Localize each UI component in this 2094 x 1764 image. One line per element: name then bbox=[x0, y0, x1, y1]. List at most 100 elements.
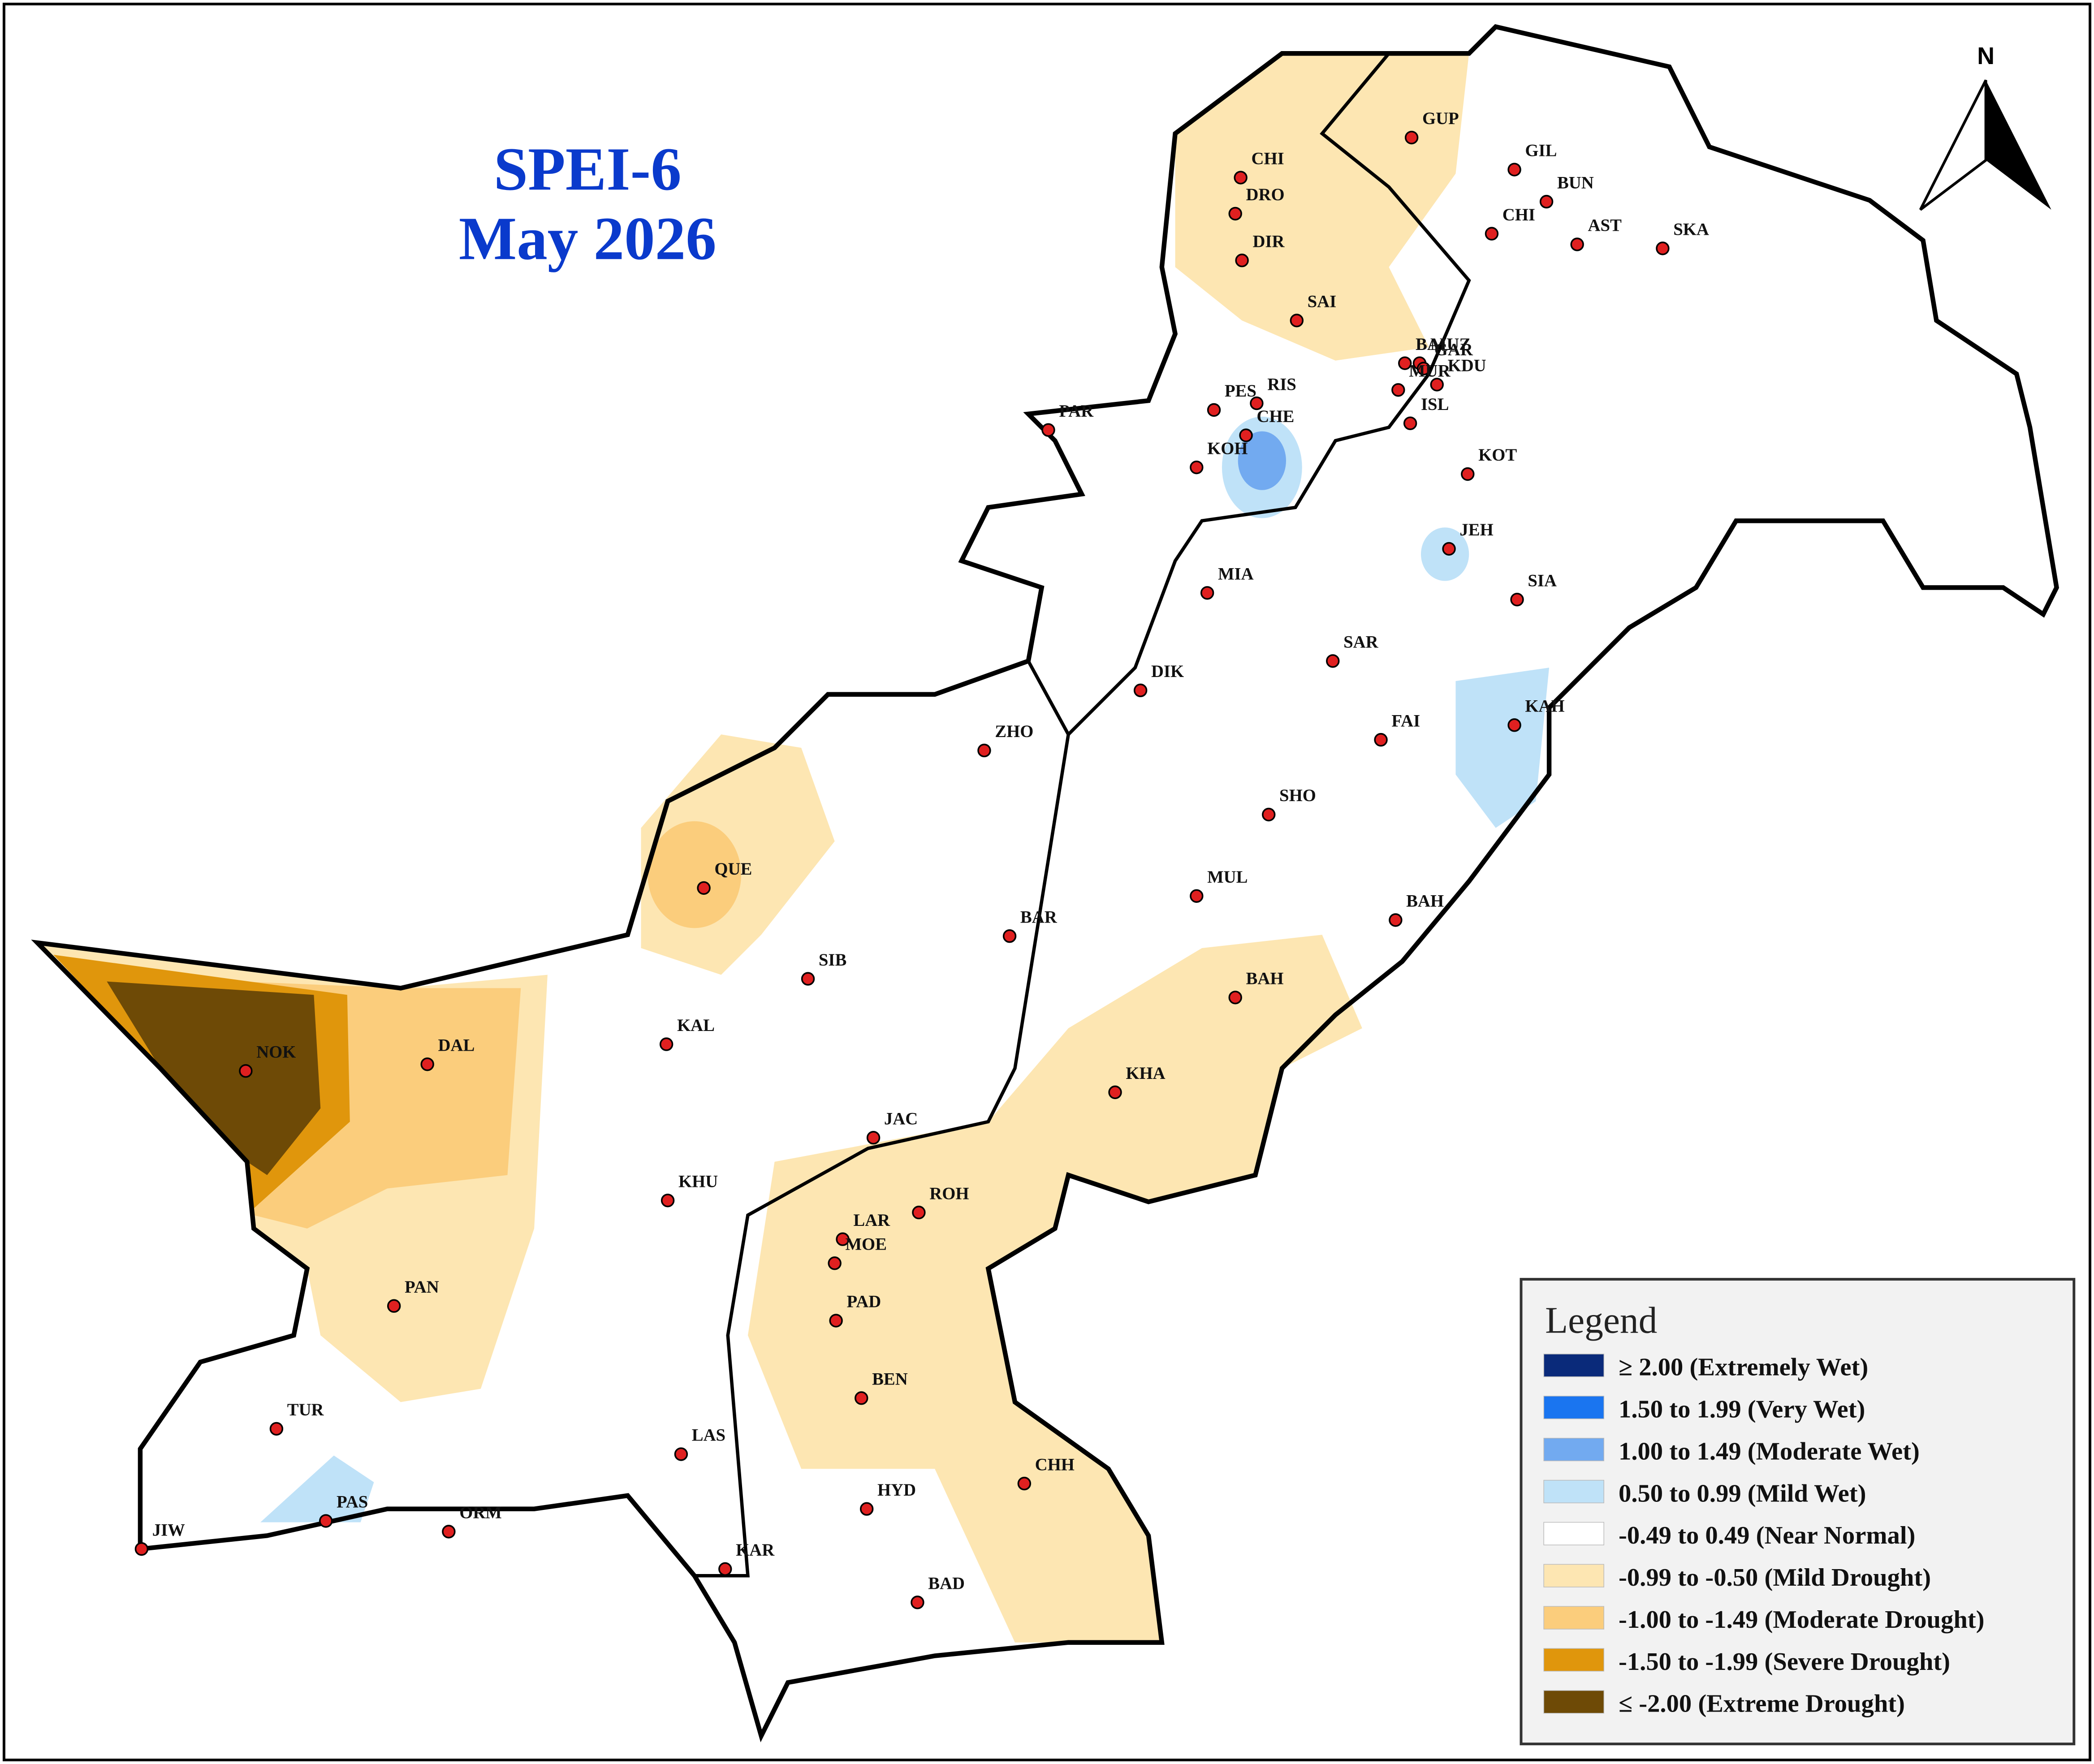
legend-label: -1.00 to -1.49 (Moderate Drought) bbox=[1619, 1606, 1984, 1634]
north-arrow-right bbox=[1986, 80, 2051, 210]
station-label: ZHO bbox=[995, 722, 1033, 741]
station-dot bbox=[718, 1562, 732, 1576]
station-label: PAR bbox=[1059, 401, 1094, 421]
station-label: GUP bbox=[1422, 109, 1459, 128]
legend-swatch bbox=[1543, 1648, 1605, 1672]
station-label: CHI bbox=[1502, 205, 1535, 224]
station-label: KOH bbox=[1207, 439, 1248, 458]
station-label: MUZ bbox=[1430, 335, 1471, 354]
station-label: AST bbox=[1588, 216, 1622, 235]
station-dot bbox=[1404, 130, 1419, 145]
station-dot bbox=[674, 1447, 688, 1461]
station-label: BAD bbox=[928, 1574, 965, 1593]
station-label: LAR bbox=[853, 1211, 890, 1230]
station-dot bbox=[1262, 807, 1276, 822]
station-label: ISL bbox=[1421, 395, 1449, 414]
legend: Legend ≥ 2.00 (Extremely Wet) 1.50 to 1.9… bbox=[1520, 1278, 2076, 1746]
legend-swatch bbox=[1543, 1606, 1605, 1630]
station-dot bbox=[1234, 171, 1248, 185]
station-label: KAR bbox=[736, 1540, 775, 1560]
station-dot bbox=[1485, 227, 1499, 241]
country-fill bbox=[37, 26, 2057, 1736]
zone-moderate-wet bbox=[1238, 431, 1286, 490]
station-label: PAD bbox=[846, 1292, 881, 1311]
drought-zones bbox=[37, 53, 1550, 1643]
station-label: BUN bbox=[1557, 173, 1594, 192]
station-dot bbox=[1200, 586, 1214, 600]
station-label: SKA bbox=[1673, 220, 1709, 239]
station-label: RIS bbox=[1267, 375, 1296, 394]
station-label: SHO bbox=[1279, 786, 1316, 805]
station-label: QUE bbox=[714, 859, 752, 879]
station-dot bbox=[829, 1314, 843, 1328]
legend-swatch bbox=[1543, 1396, 1605, 1419]
station-label: BEN bbox=[872, 1370, 908, 1389]
station-dot bbox=[912, 1205, 926, 1220]
station-dot bbox=[836, 1232, 850, 1246]
zone-moderate-drought bbox=[648, 821, 742, 928]
station-label: BAL bbox=[1416, 335, 1451, 354]
station-dot bbox=[1403, 416, 1417, 430]
legend-title: Legend bbox=[1545, 1300, 1657, 1341]
station-label: SIB bbox=[819, 950, 846, 970]
station-label: DIR bbox=[1252, 232, 1285, 251]
station-dot bbox=[134, 1542, 149, 1556]
station-dot bbox=[1374, 733, 1388, 747]
station-dot bbox=[420, 1057, 434, 1071]
station-dot bbox=[697, 881, 711, 895]
legend-swatch bbox=[1543, 1438, 1605, 1462]
legend-swatch bbox=[1543, 1522, 1605, 1545]
province-border bbox=[1067, 52, 1471, 736]
station-label: BAR bbox=[1020, 907, 1058, 927]
north-arrow: N bbox=[1919, 43, 2051, 211]
station-dot bbox=[269, 1422, 284, 1436]
station-label: KHU bbox=[678, 1172, 718, 1191]
station-label: CHE bbox=[1256, 407, 1294, 426]
station-dot bbox=[239, 1064, 253, 1078]
legend-label: 1.50 to 1.99 (Very Wet) bbox=[1619, 1396, 1865, 1423]
station-label: KHA bbox=[1126, 1064, 1165, 1083]
subtitle: May 2026 bbox=[459, 204, 717, 272]
station-dot bbox=[659, 1037, 674, 1051]
station-dot bbox=[1507, 163, 1521, 177]
station-dot bbox=[1133, 683, 1148, 698]
station-dot bbox=[1656, 242, 1670, 255]
station-dot bbox=[1108, 1085, 1122, 1100]
province-border bbox=[626, 659, 1071, 1578]
station-label: DRO bbox=[1246, 185, 1285, 204]
station-dot bbox=[1002, 929, 1017, 943]
legend-swatch bbox=[1543, 1690, 1605, 1714]
station-label: KAH bbox=[1525, 697, 1564, 716]
station-dot bbox=[1507, 718, 1521, 732]
station-dot bbox=[1041, 423, 1055, 437]
station-label: HYD bbox=[877, 1480, 916, 1500]
station-label: ORM bbox=[459, 1503, 502, 1522]
station-dot bbox=[1228, 207, 1242, 221]
station-dot bbox=[1442, 542, 1456, 556]
station-dot bbox=[1190, 889, 1204, 903]
station-label: PES bbox=[1225, 381, 1256, 401]
zone-mild-drought bbox=[1175, 53, 1469, 361]
station-label: KOT bbox=[1478, 445, 1517, 465]
legend-label: -1.50 to -1.99 (Severe Drought) bbox=[1619, 1648, 1950, 1676]
station-label: NOK bbox=[256, 1042, 296, 1061]
station-label: KDU bbox=[1448, 356, 1486, 375]
zone-mild-wet bbox=[260, 1455, 374, 1522]
station-dot bbox=[1017, 1476, 1032, 1491]
station-dot bbox=[1207, 403, 1221, 417]
station-label: SIA bbox=[1528, 571, 1557, 590]
station-dot bbox=[828, 1256, 842, 1270]
station-dot bbox=[1290, 314, 1304, 328]
station-label: LAS bbox=[692, 1426, 725, 1445]
station-label: CHI bbox=[1251, 149, 1284, 168]
zone-mild-drought bbox=[747, 935, 1362, 1643]
station-dot bbox=[1326, 654, 1340, 668]
station-label: KAL bbox=[677, 1016, 715, 1035]
station-label: MUL bbox=[1207, 867, 1248, 887]
zone-extreme-drought bbox=[107, 981, 321, 1175]
station-label: DIK bbox=[1151, 662, 1184, 681]
station-label: SAI bbox=[1308, 292, 1337, 311]
